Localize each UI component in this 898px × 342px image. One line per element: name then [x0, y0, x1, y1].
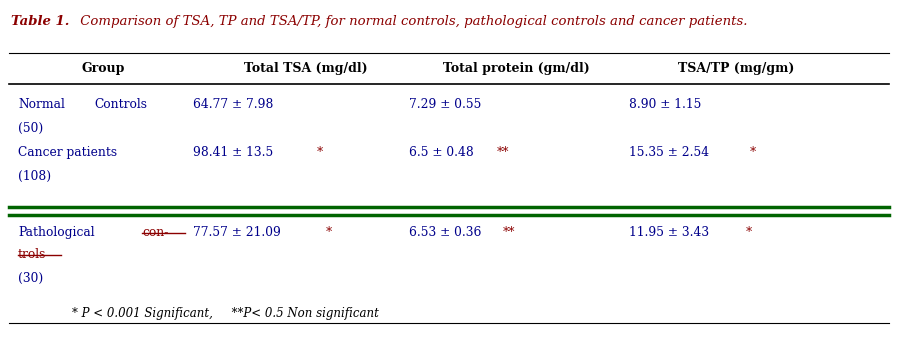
Text: Normal: Normal: [18, 98, 65, 111]
Text: 98.41 ± 13.5: 98.41 ± 13.5: [193, 146, 273, 159]
Text: Total TSA (mg/dl): Total TSA (mg/dl): [243, 62, 367, 75]
Text: trols: trols: [18, 248, 47, 261]
Text: *: *: [745, 226, 752, 239]
Text: *: *: [750, 146, 756, 159]
Text: Pathological: Pathological: [18, 226, 94, 239]
Text: con-: con-: [142, 226, 168, 239]
Text: 8.90 ± 1.15: 8.90 ± 1.15: [629, 98, 701, 111]
Text: Comparison of TSA, TP and TSA/TP, for normal controls, pathological controls and: Comparison of TSA, TP and TSA/TP, for no…: [76, 15, 748, 28]
Text: 11.95 ± 3.43: 11.95 ± 3.43: [629, 226, 709, 239]
Text: 64.77 ± 7.98: 64.77 ± 7.98: [193, 98, 274, 111]
Text: *: *: [317, 146, 323, 159]
Text: (30): (30): [18, 272, 43, 285]
Text: 7.29 ± 0.55: 7.29 ± 0.55: [409, 98, 481, 111]
Text: Total protein (gm/dl): Total protein (gm/dl): [443, 62, 590, 75]
Text: **: **: [497, 146, 509, 159]
Text: Cancer patients: Cancer patients: [18, 146, 117, 159]
Text: Table 1.: Table 1.: [11, 15, 69, 28]
Text: Group: Group: [82, 62, 125, 75]
Text: (108): (108): [18, 170, 51, 183]
Text: Controls: Controls: [94, 98, 147, 111]
Text: 15.35 ± 2.54: 15.35 ± 2.54: [629, 146, 709, 159]
Text: *: *: [326, 226, 332, 239]
Text: TSA/TP (mg/gm): TSA/TP (mg/gm): [678, 62, 795, 75]
Text: **: **: [503, 226, 515, 239]
Text: * P < 0.001 Significant,     **P< 0.5 Non significant: * P < 0.001 Significant, **P< 0.5 Non si…: [72, 307, 379, 320]
Text: 77.57 ± 21.09: 77.57 ± 21.09: [193, 226, 281, 239]
Text: (50): (50): [18, 122, 43, 135]
Text: 6.53 ± 0.36: 6.53 ± 0.36: [409, 226, 481, 239]
Text: 6.5 ± 0.48: 6.5 ± 0.48: [409, 146, 473, 159]
